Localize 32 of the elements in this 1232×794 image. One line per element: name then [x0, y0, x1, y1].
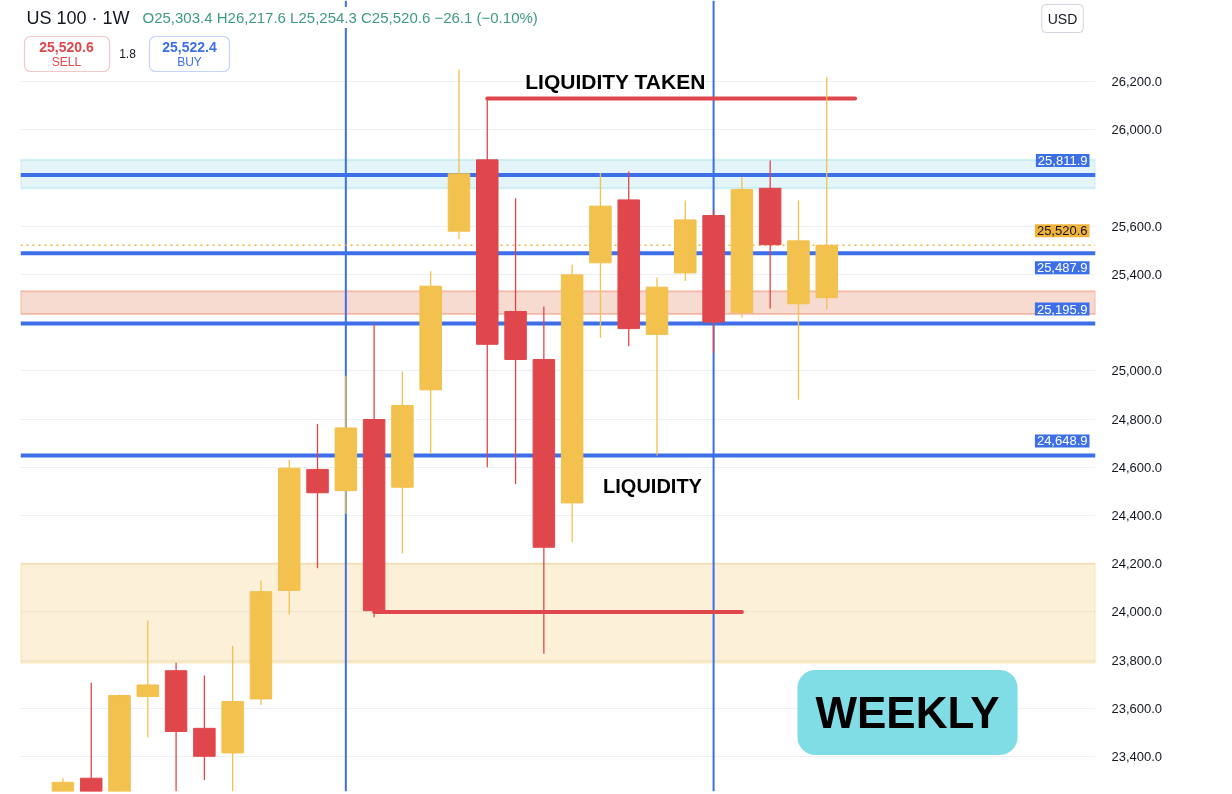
annotation: 25,520.6 — [39, 38, 94, 55]
chart-title: US 100 · 1W — [26, 7, 130, 28]
y-tick-label: 23,600.0 — [1111, 700, 1163, 716]
y-tick-label: 26,000.0 — [1111, 122, 1163, 138]
text: O25,303.4 H26,217.6 L25,254.3 C25,520.6 −26.1 (−0.10%) — [142, 9, 538, 26]
y-tick-label: 26,200.0 — [1111, 74, 1163, 89]
y-tick-label: 25,000.0 — [1111, 363, 1163, 379]
annotation: LIQUIDITY — [603, 474, 703, 497]
annotation: 1.8 — [119, 47, 137, 61]
annotation: LIQUIDITY TAKEN — [525, 70, 706, 94]
y-tick-label: 24,600.0 — [1111, 459, 1163, 475]
y-tick-label: 24,200.0 — [1111, 556, 1163, 572]
annotation: WEEKLY — [815, 688, 1000, 737]
y-tick-label: 24,800.0 — [1111, 411, 1163, 427]
ref-line-label: 25,487.9 — [1036, 260, 1088, 276]
annotation: BUY — [177, 54, 202, 69]
ref-line-label: 25,811.9 — [1037, 153, 1088, 169]
ref-line-label: 24,648.9 — [1036, 433, 1088, 449]
annotation: SELL — [51, 54, 82, 69]
annotation: 25,522.4 — [162, 38, 217, 55]
y-tick-label: 25,400.0 — [1111, 266, 1163, 282]
y-tick-label: 23,400.0 — [1111, 749, 1163, 765]
candlestick — [306, 423, 329, 569]
candlestick — [136, 619, 160, 738]
annotation: USD — [1047, 10, 1078, 27]
ref-line-label: 25,520.6 — [1036, 223, 1088, 239]
y-tick-label: 25,600.0 — [1111, 218, 1163, 234]
y-tick-label: 24,000.0 — [1111, 604, 1163, 620]
y-tick-label: 23,800.0 — [1111, 652, 1163, 668]
y-tick-label: 24,400.0 — [1111, 507, 1163, 523]
ref-line-label: 25,195.9 — [1036, 301, 1088, 317]
candlestick — [79, 682, 103, 792]
